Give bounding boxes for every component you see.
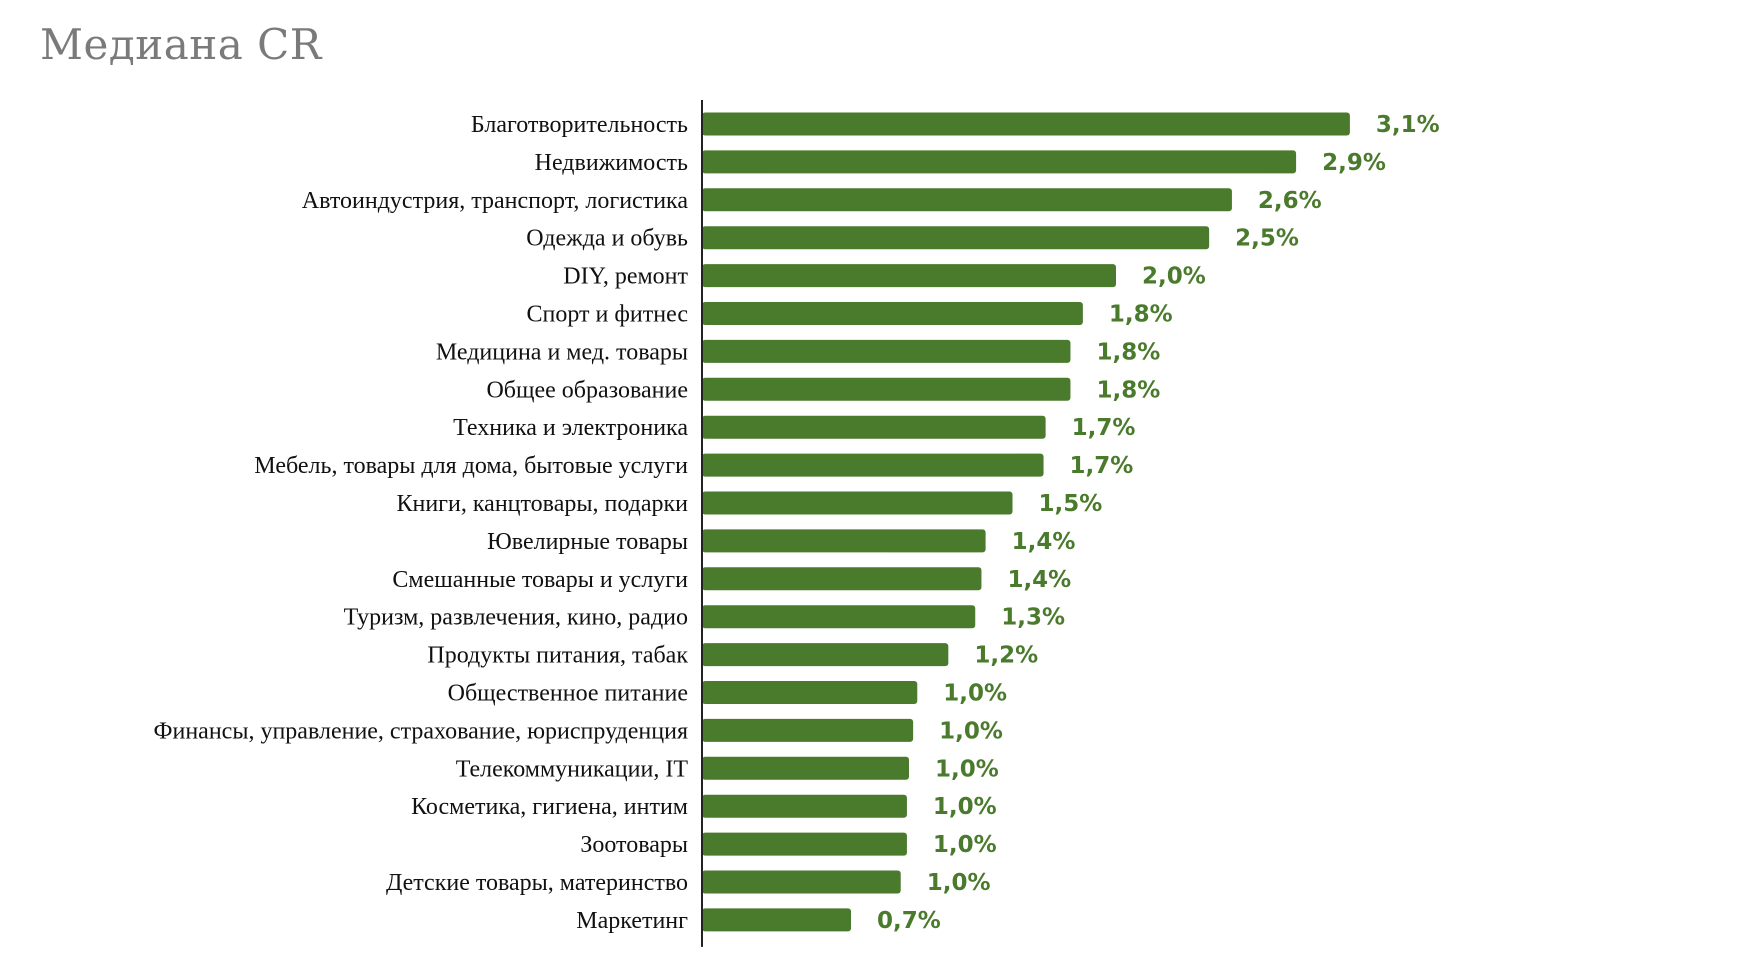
- bar: [702, 718, 914, 742]
- bar: [702, 377, 1071, 401]
- category-label: Туризм, развлечения, кино, радио: [344, 605, 688, 631]
- bar: [702, 832, 907, 856]
- value-label: 1,7%: [1070, 453, 1134, 479]
- value-label: 2,5%: [1235, 226, 1299, 252]
- category-label: Смешанные товары и услуги: [392, 567, 688, 593]
- value-label: 1,3%: [1001, 605, 1065, 631]
- value-label: 1,0%: [939, 718, 1003, 744]
- value-label: 1,0%: [933, 794, 997, 820]
- category-label: Общее образование: [486, 377, 688, 403]
- bar: [702, 643, 949, 667]
- bar: [702, 339, 1071, 363]
- value-label: 2,6%: [1258, 188, 1322, 214]
- bar: [702, 264, 1116, 288]
- value-label: 1,0%: [935, 756, 999, 782]
- bar: [702, 226, 1210, 250]
- value-label: 1,2%: [974, 643, 1038, 669]
- category-label: Одежда и обувь: [526, 226, 688, 252]
- chart-title: Медиана CR: [40, 20, 322, 69]
- value-label: 2,0%: [1142, 264, 1206, 290]
- bar: [702, 756, 909, 780]
- bar: [702, 415, 1046, 439]
- category-label: Медицина и мед. товары: [436, 339, 688, 365]
- value-label: 1,0%: [933, 832, 997, 858]
- category-label: Косметика, гигиена, интим: [411, 794, 688, 820]
- value-label: 1,8%: [1096, 339, 1160, 365]
- bar: [702, 908, 852, 932]
- bar: [702, 529, 986, 553]
- bar: [702, 794, 907, 818]
- category-label: Телекоммуникации, IT: [456, 756, 689, 782]
- category-label: Общественное питание: [448, 681, 688, 707]
- category-label: Маркетинг: [576, 908, 688, 934]
- bar: [702, 870, 901, 894]
- bar: [702, 605, 976, 629]
- bar: [702, 681, 918, 704]
- value-label: 1,8%: [1096, 377, 1160, 403]
- category-label: Ювелирные товары: [487, 529, 688, 555]
- category-label: Благотворительность: [471, 112, 688, 138]
- category-label: Техника и электроника: [453, 415, 688, 441]
- category-label: Детские товары, материнство: [386, 870, 688, 896]
- category-label: Автоиндустрия, транспорт, логистика: [302, 188, 689, 214]
- category-label: Недвижимость: [535, 150, 688, 176]
- bar: [702, 491, 1013, 515]
- value-label: 1,0%: [943, 681, 1007, 707]
- bar: [702, 150, 1297, 174]
- bar: [702, 567, 982, 591]
- value-label: 1,4%: [1012, 529, 1076, 555]
- category-label: Спорт и фитнес: [527, 302, 689, 328]
- category-label: Продукты питания, табак: [427, 643, 688, 669]
- value-label: 1,5%: [1039, 491, 1103, 517]
- value-label: 1,4%: [1007, 567, 1071, 593]
- category-label: Мебель, товары для дома, бытовые услуги: [254, 453, 688, 479]
- value-label: 0,7%: [877, 908, 941, 934]
- bar: [702, 188, 1232, 212]
- value-label: 3,1%: [1376, 112, 1440, 138]
- bar: [702, 453, 1044, 477]
- category-label: DIY, ремонт: [563, 264, 688, 290]
- value-label: 1,8%: [1109, 302, 1173, 328]
- value-label: 1,0%: [927, 870, 991, 896]
- value-label: 2,9%: [1322, 150, 1386, 176]
- category-label: Книги, канцтовары, подарки: [396, 491, 688, 517]
- category-label: Финансы, управление, страхование, юриспр…: [154, 718, 688, 744]
- bar: [702, 302, 1083, 325]
- bar: [702, 112, 1350, 136]
- value-label: 1,7%: [1072, 415, 1136, 441]
- category-label: Зоотовары: [580, 832, 688, 858]
